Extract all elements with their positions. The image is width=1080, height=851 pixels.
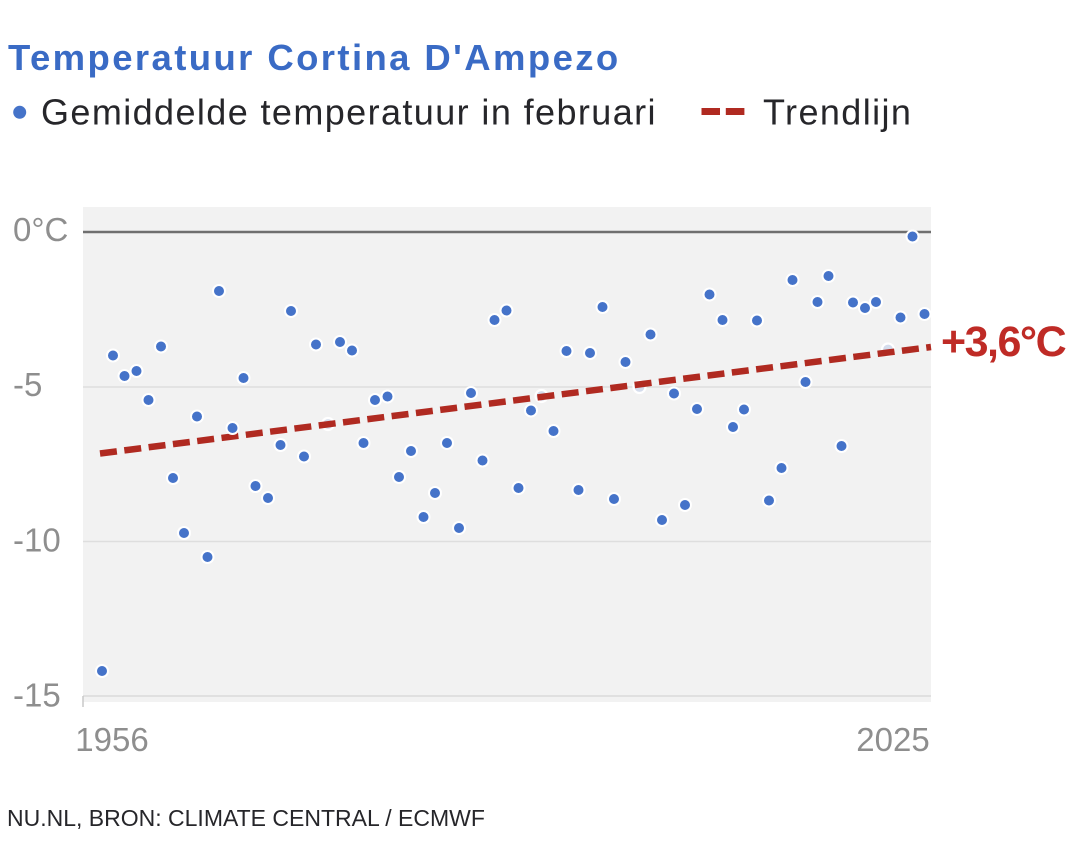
svg-text:1956: 1956 (75, 721, 148, 758)
svg-text:+3,6°C: +3,6°C (941, 318, 1066, 366)
svg-text:0°C: 0°C (13, 211, 68, 248)
svg-text:-10: -10 (13, 522, 61, 559)
svg-text:Gemiddelde temperatuur in febr: Gemiddelde temperatuur in februari (41, 92, 657, 133)
svg-text:NU.NL, BRON: CLIMATE CENTRAL /: NU.NL, BRON: CLIMATE CENTRAL / ECMWF (7, 805, 485, 831)
svg-text:2025: 2025 (856, 721, 929, 758)
svg-text:-15: -15 (13, 677, 61, 714)
svg-text:-5: -5 (13, 366, 42, 403)
svg-text:Temperatuur Cortina D'Ampezo: Temperatuur Cortina D'Ampezo (8, 37, 621, 78)
svg-text:Trendlijn: Trendlijn (763, 92, 912, 133)
